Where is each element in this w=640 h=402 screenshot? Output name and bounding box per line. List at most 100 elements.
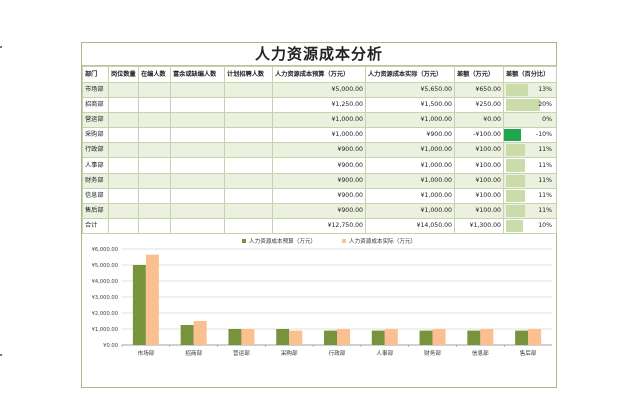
surplus-cell[interactable] (170, 217, 225, 234)
surplus-cell[interactable] (170, 142, 225, 159)
surplus-cell[interactable] (170, 127, 225, 144)
dept-cell[interactable]: 营运部 (82, 112, 109, 129)
dept-cell[interactable]: 合计 (82, 217, 109, 234)
surplus-cell[interactable] (170, 187, 225, 204)
actual-cell[interactable]: ¥1,000.00 (365, 172, 455, 189)
diff-percent-cell[interactable]: 13% (503, 81, 557, 99)
dept-cell[interactable]: 售后部 (82, 202, 109, 219)
budget-cell[interactable]: ¥900.00 (272, 142, 366, 159)
recruit-plan-cell[interactable] (224, 127, 273, 144)
column-header[interactable]: 部门 (82, 66, 109, 83)
actual-cell[interactable]: ¥1,000.00 (365, 187, 455, 204)
column-header[interactable]: 在编人数 (138, 66, 171, 83)
diff-cell[interactable]: ¥650.00 (454, 81, 504, 99)
actual-cell[interactable]: ¥5,650.00 (365, 81, 455, 99)
recruit-plan-cell[interactable] (224, 217, 273, 234)
diff-percent-cell[interactable]: 20% (503, 97, 557, 114)
budget-cell[interactable]: ¥900.00 (272, 172, 366, 189)
actual-cell[interactable]: ¥1,000.00 (365, 142, 455, 159)
diff-cell[interactable]: ¥1,300.00 (454, 217, 504, 234)
budget-cell[interactable]: ¥1,250.00 (272, 97, 366, 114)
dept-cell[interactable]: 人事部 (82, 157, 109, 174)
recruit-plan-cell[interactable] (224, 112, 273, 129)
recruit-plan-cell[interactable] (224, 142, 273, 159)
column-header[interactable]: 计划招聘人数 (224, 66, 273, 83)
diff-percent-cell[interactable]: 11% (503, 187, 557, 204)
diff-percent-cell[interactable]: 0% (503, 112, 557, 129)
diff-cell[interactable]: ¥250.00 (454, 97, 504, 114)
surplus-cell[interactable] (170, 81, 225, 99)
diff-percent-cell[interactable]: -10% (503, 127, 557, 144)
recruit-plan-cell[interactable] (224, 157, 273, 174)
diff-cell[interactable]: ¥100.00 (454, 172, 504, 189)
recruit-plan-cell[interactable] (224, 172, 273, 189)
column-header[interactable]: 差额（百分比） (503, 66, 557, 83)
staff-count-cell[interactable] (138, 172, 171, 189)
column-header[interactable]: 岗位数量 (108, 66, 139, 83)
position-count-cell[interactable] (108, 97, 139, 114)
budget-cell[interactable]: ¥1,000.00 (272, 127, 366, 144)
diff-cell[interactable]: -¥100.00 (454, 127, 504, 144)
diff-cell[interactable]: ¥100.00 (454, 187, 504, 204)
diff-percent-cell[interactable]: 11% (503, 172, 557, 189)
staff-count-cell[interactable] (138, 97, 171, 114)
surplus-cell[interactable] (170, 202, 225, 219)
budget-cell[interactable]: ¥900.00 (272, 202, 366, 219)
diff-percent-cell[interactable]: 10% (503, 217, 557, 234)
diff-cell[interactable]: ¥100.00 (454, 142, 504, 159)
diff-percent-cell[interactable]: 11% (503, 142, 557, 159)
actual-cell[interactable]: ¥1,500.00 (365, 97, 455, 114)
recruit-plan-cell[interactable] (224, 202, 273, 219)
dept-cell[interactable]: 市场部 (82, 81, 109, 99)
diff-percent-cell[interactable]: 11% (503, 202, 557, 219)
staff-count-cell[interactable] (138, 81, 171, 99)
diff-cell[interactable]: ¥0.00 (454, 112, 504, 129)
position-count-cell[interactable] (108, 202, 139, 219)
dept-cell[interactable]: 招商部 (82, 97, 109, 114)
actual-cell[interactable]: ¥900.00 (365, 127, 455, 144)
position-count-cell[interactable] (108, 172, 139, 189)
budget-cell[interactable]: ¥900.00 (272, 187, 366, 204)
position-count-cell[interactable] (108, 112, 139, 129)
diff-cell[interactable]: ¥100.00 (454, 202, 504, 219)
surplus-cell[interactable] (170, 157, 225, 174)
staff-count-cell[interactable] (138, 187, 171, 204)
position-count-cell[interactable] (108, 187, 139, 204)
staff-count-cell[interactable] (138, 157, 171, 174)
diff-cell[interactable]: ¥100.00 (454, 157, 504, 174)
recruit-plan-cell[interactable] (224, 81, 273, 99)
position-count-cell[interactable] (108, 157, 139, 174)
position-count-cell[interactable] (108, 217, 139, 234)
diff-percent-cell[interactable]: 11% (503, 157, 557, 174)
surplus-cell[interactable] (170, 97, 225, 114)
column-header[interactable]: 人力资源成本实际（万元） (365, 66, 455, 83)
staff-count-cell[interactable] (138, 112, 171, 129)
staff-count-cell[interactable] (138, 202, 171, 219)
recruit-plan-cell[interactable] (224, 187, 273, 204)
actual-cell[interactable]: ¥1,000.00 (365, 112, 455, 129)
dept-cell[interactable]: 采购部 (82, 127, 109, 144)
staff-count-cell[interactable] (138, 217, 171, 234)
dept-cell[interactable]: 信息部 (82, 187, 109, 204)
column-header[interactable]: 人力资源成本预算（万元） (272, 66, 366, 83)
recruit-plan-cell[interactable] (224, 97, 273, 114)
actual-cell[interactable]: ¥1,000.00 (365, 202, 455, 219)
column-header[interactable]: 差额（万元） (454, 66, 504, 83)
position-count-cell[interactable] (108, 81, 139, 99)
budget-cell[interactable]: ¥5,000.00 (272, 81, 366, 99)
surplus-cell[interactable] (170, 112, 225, 129)
dept-cell[interactable]: 行政部 (82, 142, 109, 159)
budget-cell[interactable]: ¥1,000.00 (272, 112, 366, 129)
staff-count-cell[interactable] (138, 127, 171, 144)
bar (419, 330, 433, 345)
position-count-cell[interactable] (108, 142, 139, 159)
actual-cell[interactable]: ¥1,000.00 (365, 157, 455, 174)
dept-cell[interactable]: 财务部 (82, 172, 109, 189)
budget-cell[interactable]: ¥12,750.00 (272, 217, 366, 234)
staff-count-cell[interactable] (138, 142, 171, 159)
actual-cell[interactable]: ¥14,050.00 (365, 217, 455, 234)
surplus-cell[interactable] (170, 172, 225, 189)
column-header[interactable]: 富余或缺编人数 (170, 66, 225, 83)
budget-cell[interactable]: ¥900.00 (272, 157, 366, 174)
position-count-cell[interactable] (108, 127, 139, 144)
